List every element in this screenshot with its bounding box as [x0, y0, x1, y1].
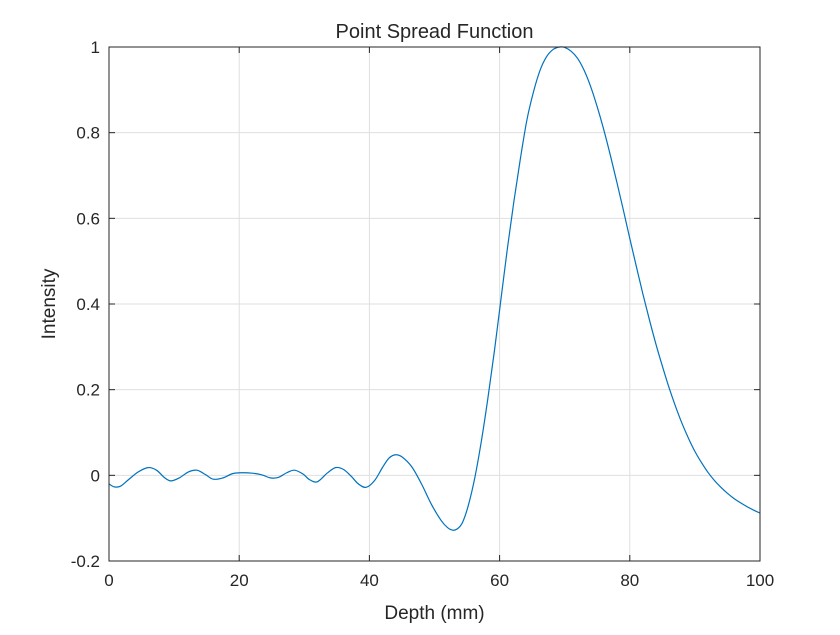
y-tick-label: 0.4 — [76, 295, 100, 314]
y-tick-label: 0 — [91, 466, 100, 485]
x-tick-label: 80 — [620, 571, 639, 590]
y-tick-label: 0.8 — [76, 124, 100, 143]
y-tick-label: 0.6 — [76, 209, 100, 228]
x-axis-label: Depth (mm) — [384, 603, 484, 624]
grid — [109, 47, 760, 561]
y-tick-label: 0.2 — [76, 381, 100, 400]
y-axis-label: Intensity — [39, 268, 60, 339]
x-tick-label: 60 — [490, 571, 509, 590]
y-tick-label: 1 — [91, 38, 100, 57]
x-tick-label: 100 — [746, 571, 774, 590]
y-tick-label: -0.2 — [71, 552, 100, 571]
ticks: 0 20 40 60 80 100-0.200.20.40.60.81 — [71, 38, 774, 590]
series-layer — [108, 46, 761, 531]
x-tick-label: 20 — [230, 571, 249, 590]
x-tick-label: 0 — [104, 571, 113, 590]
chart-title: Point Spread Function — [336, 21, 534, 43]
psf-series-line — [108, 46, 761, 531]
x-tick-label: 40 — [360, 571, 379, 590]
